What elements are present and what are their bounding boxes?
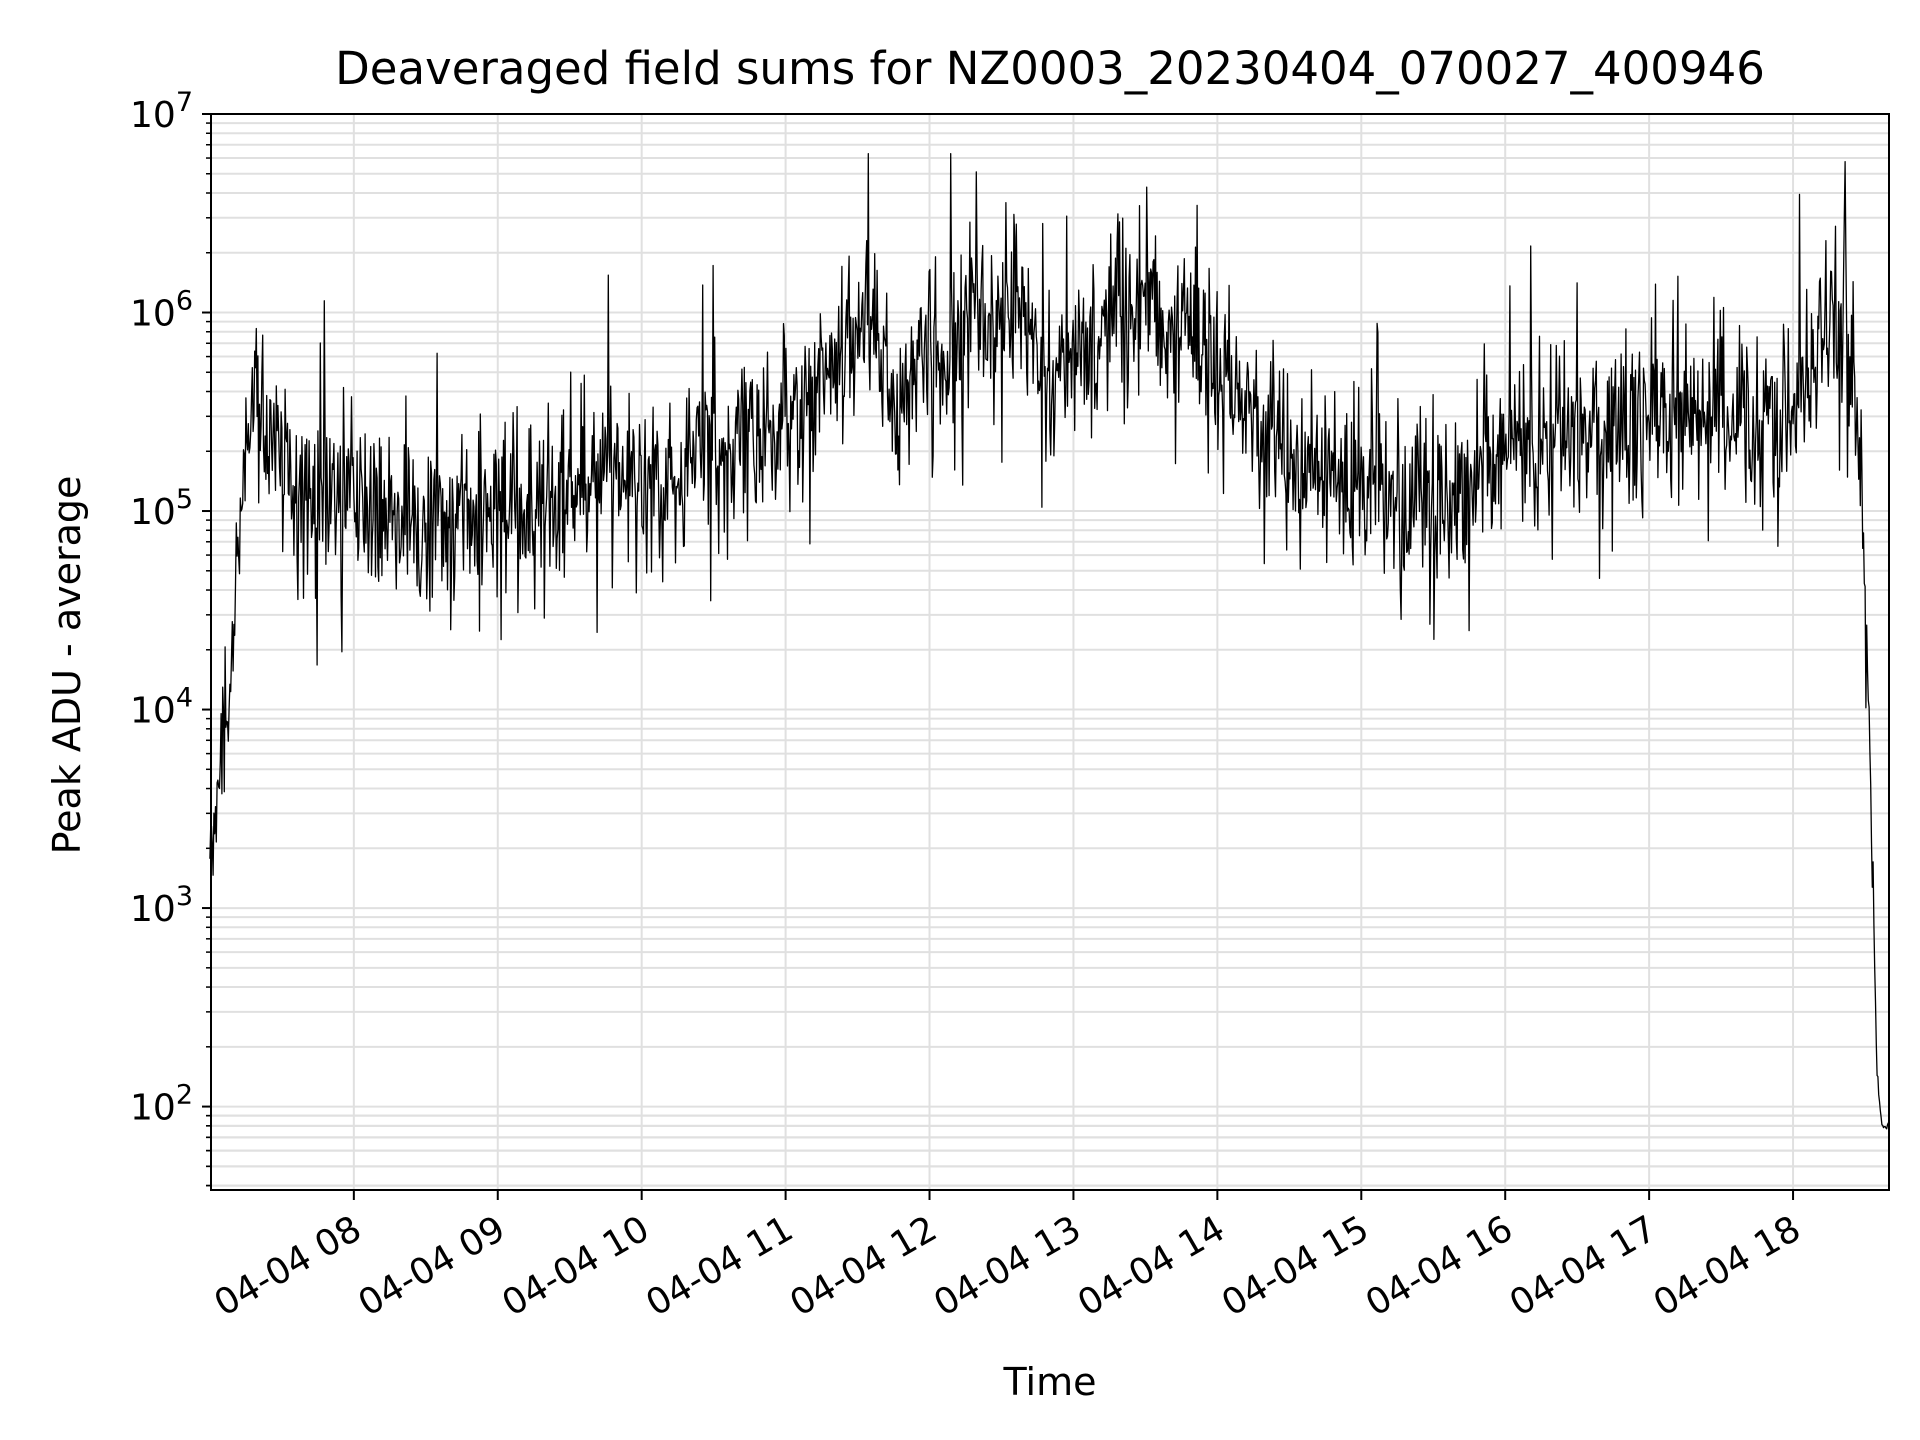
y-tick-label: 105 xyxy=(130,484,193,533)
x-tick-label: 04-04 18 xyxy=(1647,1208,1808,1324)
plot-frame xyxy=(210,113,1890,1191)
chart-title: Deaveraged field sums for NZ0003_2023040… xyxy=(335,42,1765,95)
y-tick-label: 103 xyxy=(130,881,193,930)
y-tick-label: 107 xyxy=(130,87,193,136)
x-tick-label: 04-04 11 xyxy=(639,1208,800,1324)
y-tick-label: 104 xyxy=(130,683,193,732)
x-tick-label: 04-04 10 xyxy=(496,1208,657,1324)
x-tick-label: 04-04 13 xyxy=(927,1208,1088,1324)
y-tick-label: 102 xyxy=(130,1080,193,1129)
x-tick-label: 04-04 08 xyxy=(208,1208,369,1324)
y-tick-label: 106 xyxy=(130,286,193,335)
x-tick-label: 04-04 14 xyxy=(1071,1208,1232,1324)
x-tick-label: 04-04 16 xyxy=(1359,1208,1520,1324)
x-axis-label: Time xyxy=(1003,1360,1097,1404)
series-line xyxy=(209,153,1889,1130)
x-tick-label: 04-04 12 xyxy=(783,1208,944,1324)
x-tick-label: 04-04 15 xyxy=(1215,1208,1376,1324)
y-axis-label: Peak ADU - average xyxy=(45,476,89,855)
series-layer xyxy=(209,153,1889,1130)
x-tick-label: 04-04 17 xyxy=(1503,1208,1664,1324)
x-tick-label: 04-04 09 xyxy=(352,1208,513,1324)
grid xyxy=(211,114,1889,1190)
